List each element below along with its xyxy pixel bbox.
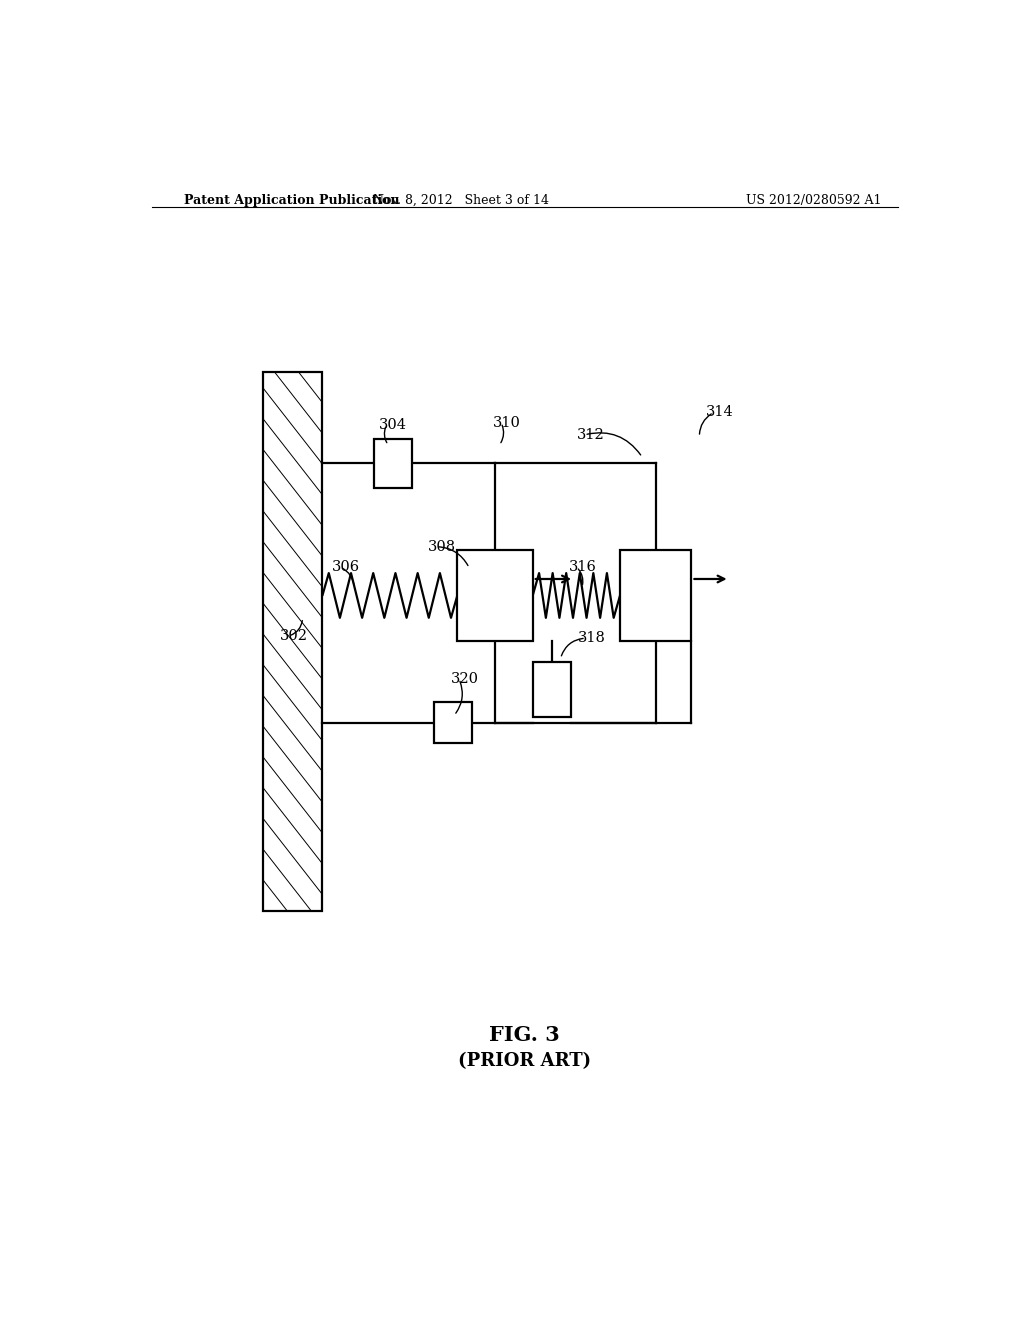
Text: Nov. 8, 2012   Sheet 3 of 14: Nov. 8, 2012 Sheet 3 of 14 bbox=[374, 194, 549, 207]
Text: 316: 316 bbox=[568, 560, 596, 574]
Bar bbox=[263, 372, 323, 911]
Bar bbox=[620, 549, 691, 642]
Text: (PRIOR ART): (PRIOR ART) bbox=[458, 1052, 592, 1071]
Text: Patent Application Publication: Patent Application Publication bbox=[183, 194, 399, 207]
Text: 312: 312 bbox=[577, 428, 604, 442]
Text: 308: 308 bbox=[428, 540, 456, 553]
Bar bbox=[433, 702, 472, 743]
Text: 310: 310 bbox=[494, 416, 521, 430]
Text: 318: 318 bbox=[578, 631, 606, 645]
Text: FIG. 3: FIG. 3 bbox=[489, 1024, 560, 1044]
Text: 302: 302 bbox=[281, 630, 308, 643]
Bar bbox=[532, 661, 570, 718]
Bar bbox=[374, 440, 412, 487]
Text: 306: 306 bbox=[332, 560, 360, 574]
Text: 304: 304 bbox=[379, 417, 407, 432]
Text: 314: 314 bbox=[706, 405, 733, 420]
Text: US 2012/0280592 A1: US 2012/0280592 A1 bbox=[746, 194, 882, 207]
Bar bbox=[458, 549, 532, 642]
Text: 320: 320 bbox=[451, 672, 479, 686]
